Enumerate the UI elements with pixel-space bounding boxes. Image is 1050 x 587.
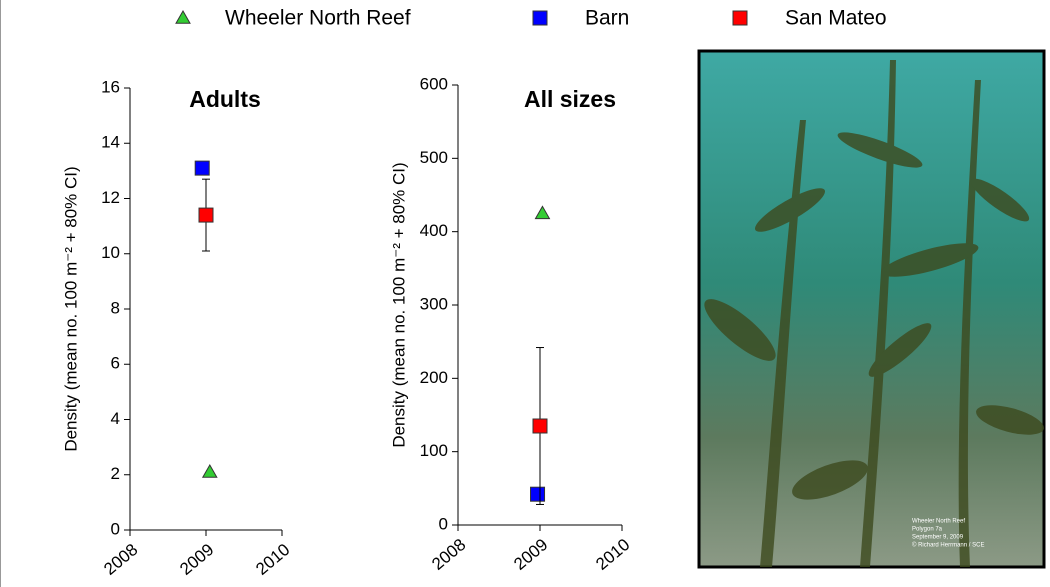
x-tick-label: 2010 bbox=[592, 535, 633, 574]
chart-title: Adults bbox=[189, 86, 261, 112]
y-tick-label: 0 bbox=[111, 519, 120, 538]
y-tick-label: 12 bbox=[101, 188, 120, 207]
marker bbox=[199, 208, 213, 222]
photo: Wheeler North Reef Polygon 7a September … bbox=[697, 51, 1047, 567]
marker bbox=[533, 11, 547, 25]
y-tick-label: 300 bbox=[420, 294, 448, 313]
caption-line: Polygon 7a bbox=[912, 527, 943, 533]
y-tick-label: 400 bbox=[420, 221, 448, 240]
caption-line: © Richard Herrmann / SCE bbox=[912, 542, 984, 549]
y-tick-label: 14 bbox=[101, 133, 120, 152]
y-axis-label: Density (mean no. 100 m⁻² + 80% CI) bbox=[389, 162, 408, 447]
y-tick-label: 2 bbox=[111, 464, 120, 483]
marker bbox=[533, 419, 547, 433]
marker bbox=[531, 487, 545, 501]
chart: Adults Density (mean no. 100 m⁻² + 80% CI… bbox=[61, 77, 293, 578]
y-tick-label: 0 bbox=[439, 514, 448, 533]
legend-label: Wheeler North Reef bbox=[225, 7, 411, 30]
y-tick-label: 10 bbox=[101, 243, 120, 262]
y-axis-label: Density (mean no. 100 m⁻² + 80% CI) bbox=[61, 166, 80, 451]
marker bbox=[176, 11, 190, 23]
slide: Wheeler North Reef Polygon 7a September … bbox=[0, 0, 1050, 587]
caption-line: Wheeler North Reef bbox=[912, 519, 965, 525]
y-tick-label: 4 bbox=[111, 409, 120, 428]
y-tick-label: 500 bbox=[420, 148, 448, 167]
chart: All sizes Density (mean no. 100 m⁻² + 80%… bbox=[389, 74, 633, 573]
x-tick-label: 2009 bbox=[176, 540, 217, 579]
marker bbox=[733, 11, 747, 25]
x-tick-label: 2010 bbox=[252, 540, 293, 579]
caption-line: September 9, 2009 bbox=[912, 535, 964, 541]
y-tick-label: 8 bbox=[111, 298, 120, 317]
legend-label: Barn bbox=[585, 7, 629, 30]
y-tick-label: 600 bbox=[420, 74, 448, 93]
x-tick-label: 2009 bbox=[510, 535, 551, 574]
y-tick-label: 6 bbox=[111, 354, 120, 373]
y-tick-label: 16 bbox=[101, 77, 120, 96]
y-tick-label: 100 bbox=[420, 441, 448, 460]
y-tick-label: 200 bbox=[420, 368, 448, 387]
legend-label: San Mateo bbox=[785, 7, 887, 30]
marker bbox=[195, 161, 209, 175]
x-tick-label: 2008 bbox=[428, 535, 469, 574]
x-tick-label: 2008 bbox=[100, 540, 141, 579]
chart-title: All sizes bbox=[524, 86, 616, 112]
marker bbox=[535, 206, 549, 218]
marker bbox=[203, 465, 217, 477]
